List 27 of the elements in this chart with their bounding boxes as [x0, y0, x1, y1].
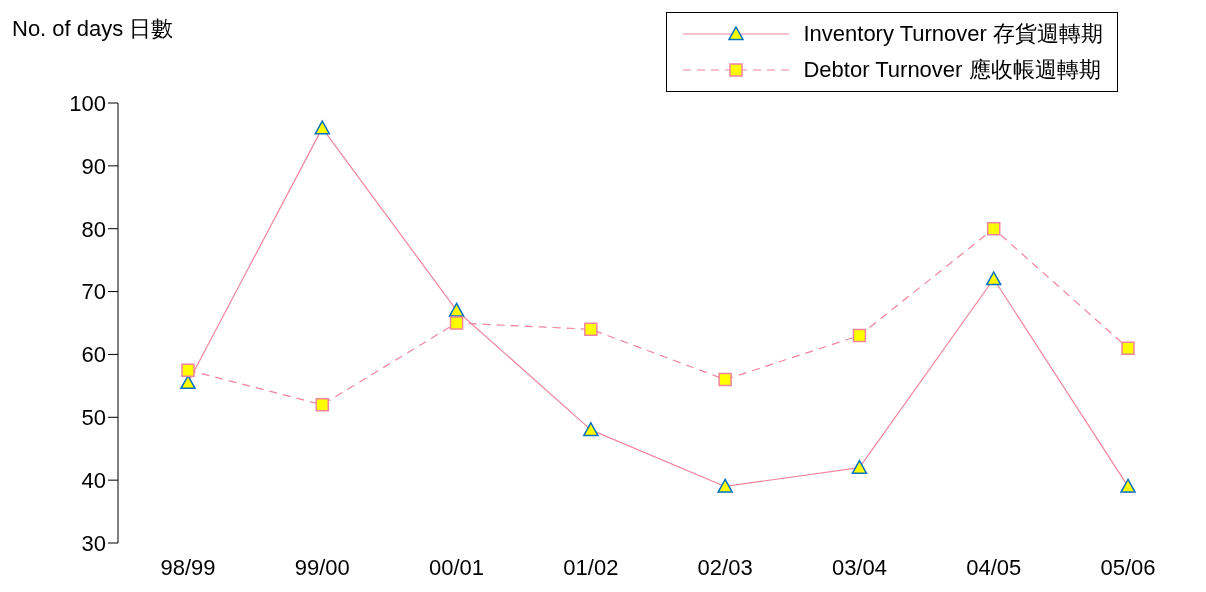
- x-tick-label: 98/99: [160, 554, 216, 580]
- point: [986, 221, 1001, 236]
- y-tick-label: 30: [81, 530, 106, 556]
- x-tick-label: 02/03: [697, 554, 753, 580]
- y-tick-label: 90: [81, 153, 106, 179]
- y-axis-title: No. of days 日數: [12, 15, 174, 43]
- point: [181, 363, 195, 377]
- y-tick-label: 100: [69, 90, 106, 116]
- legend-label: Inventory Turnover 存貨週轉期: [803, 20, 1103, 48]
- point: [852, 328, 867, 343]
- x-tick-label: 99/00: [294, 554, 350, 580]
- point: [718, 372, 732, 387]
- y-tick-label: 70: [81, 279, 106, 305]
- y-tick-label: 60: [81, 342, 106, 368]
- y-tick-label: 80: [81, 216, 106, 242]
- point: [315, 397, 330, 412]
- point: [1121, 341, 1135, 355]
- x-tick-label: 00/01: [429, 554, 485, 580]
- x-tick-label: 03/04: [831, 554, 887, 580]
- point: [449, 316, 464, 330]
- y-tick-label: 40: [81, 467, 106, 493]
- x-tick-label: 05/06: [1100, 554, 1156, 580]
- x-tick-label: 04/05: [966, 554, 1022, 580]
- y-tick-label: 50: [81, 405, 106, 431]
- point: [584, 322, 598, 337]
- legend-label: Debtor Turnover 應收帳週轉期: [803, 56, 1101, 84]
- x-tick-label: 01/02: [563, 554, 619, 580]
